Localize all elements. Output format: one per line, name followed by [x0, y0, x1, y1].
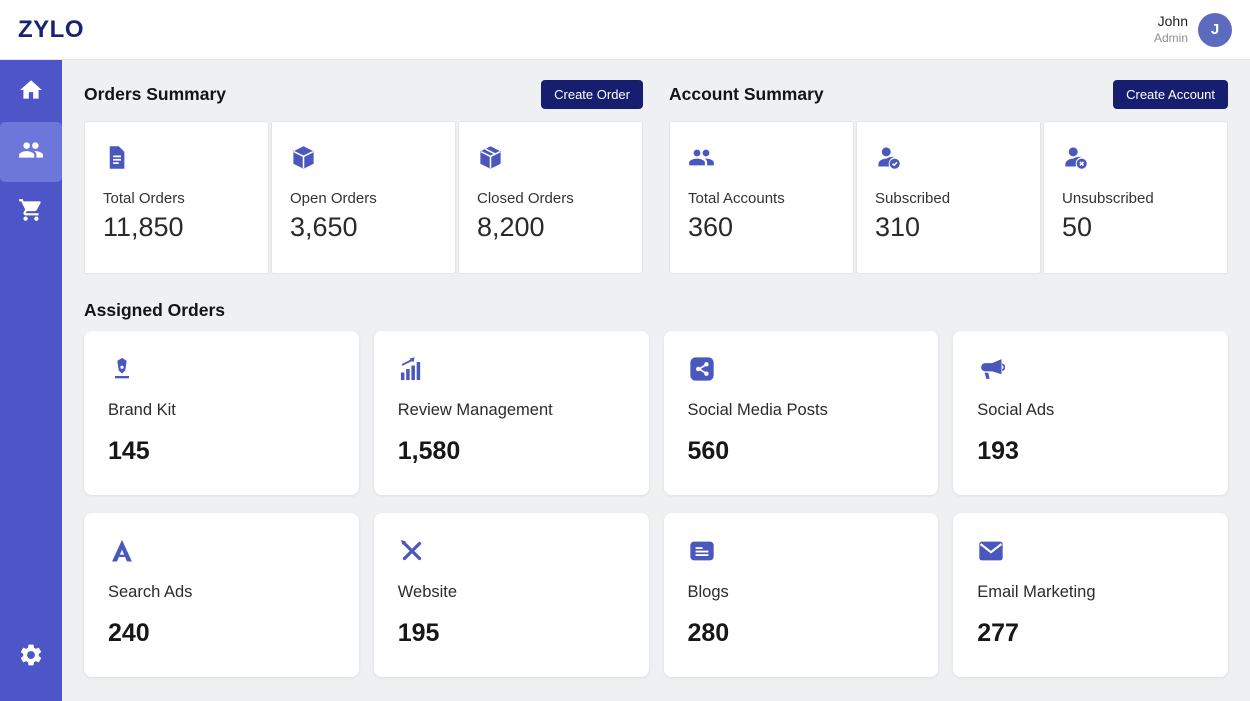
envelope-icon — [977, 541, 1005, 569]
card-value: 560 — [687, 437, 730, 465]
card-label: Social Ads — [977, 401, 1055, 419]
chart-up-icon — [398, 357, 426, 387]
account-summary-title: Account Summary — [669, 83, 824, 104]
user-role: Admin — [1153, 30, 1188, 45]
card-value: 360 — [688, 212, 734, 242]
assigned-card-search-ads: Search Ads 240 — [84, 513, 359, 677]
assigned-card-social-media-posts: Social Media Posts 560 — [663, 331, 939, 495]
summary-card-total-accounts: Total Accounts 360 — [669, 121, 854, 274]
card-value: 1,580 — [397, 437, 461, 465]
card-label: Brand Kit — [108, 401, 176, 419]
home-icon — [18, 77, 44, 108]
sidebar-item-accounts[interactable] — [0, 122, 62, 182]
card-value: 11,850 — [103, 212, 184, 242]
card-label: Review Management — [397, 401, 553, 419]
users-icon — [18, 137, 44, 168]
tools-icon — [398, 540, 426, 569]
user-check-icon — [875, 147, 902, 175]
assigned-card-review-management: Review Management 1,580 — [373, 331, 649, 495]
assigned-orders-section: Assigned Orders Brand Kit 145 Review Man… — [84, 300, 1228, 677]
avatar[interactable]: J — [1198, 12, 1232, 47]
card-label: Blogs — [687, 583, 729, 601]
box-icon — [477, 146, 504, 175]
blog-icon — [688, 541, 716, 569]
assigned-card-brand-kit: Brand Kit 145 — [84, 331, 359, 495]
summary-card-open-orders: Open Orders 3,650 — [271, 121, 456, 274]
users-icon — [688, 149, 715, 175]
top-bar: ZYLO John Admin J — [0, 0, 1250, 60]
card-value: 193 — [977, 437, 1019, 465]
sidebar — [0, 60, 62, 701]
card-label: Total Orders — [103, 190, 185, 207]
create-account-button[interactable]: Create Account — [1113, 79, 1228, 109]
card-value: 8,200 — [477, 212, 545, 242]
assigned-orders-title: Assigned Orders — [84, 300, 226, 320]
orders-summary-section: Orders Summary Create Order Total Orders… — [84, 79, 643, 274]
document-icon — [103, 146, 130, 175]
megaphone-icon — [977, 359, 1006, 387]
assigned-card-website: Website 195 — [373, 513, 649, 677]
pen-nib-icon — [108, 357, 136, 387]
card-value: 310 — [875, 212, 921, 242]
box-info-icon — [290, 146, 317, 175]
card-label: Total Accounts — [688, 190, 785, 207]
orders-summary-title: Orders Summary — [84, 83, 227, 104]
summary-card-unsubscribed: Unsubscribed 50 — [1043, 121, 1228, 274]
logo: ZYLO — [18, 15, 84, 43]
assigned-card-social-ads: Social Ads 193 — [953, 331, 1228, 495]
card-label: Website — [397, 583, 458, 601]
card-label: Email Marketing — [977, 583, 1096, 601]
card-value: 280 — [687, 619, 730, 647]
card-value: 240 — [108, 619, 150, 647]
summary-card-closed-orders: Closed Orders 8,200 — [458, 121, 643, 274]
search-ads-icon — [108, 539, 136, 569]
card-value: 195 — [397, 619, 440, 647]
assigned-card-blogs: Blogs 280 — [663, 513, 939, 677]
user-name: John — [1157, 13, 1188, 30]
card-label: Social Media Posts — [687, 401, 828, 419]
card-label: Open Orders — [290, 190, 377, 207]
main-content: Orders Summary Create Order Total Orders… — [62, 60, 1250, 701]
gear-icon — [18, 642, 44, 673]
share-icon — [688, 357, 716, 387]
sidebar-item-orders[interactable] — [0, 182, 62, 242]
card-value: 277 — [977, 619, 1019, 647]
card-value: 50 — [1062, 212, 1093, 242]
summary-row: Orders Summary Create Order Total Orders… — [84, 79, 1228, 274]
cart-icon — [18, 197, 44, 228]
card-value: 3,650 — [290, 212, 358, 242]
assigned-card-email-marketing: Email Marketing 277 — [953, 513, 1228, 677]
user-text: John Admin — [1154, 13, 1188, 46]
user-x-icon — [1062, 147, 1089, 175]
sidebar-item-home[interactable] — [0, 62, 62, 122]
card-value: 145 — [108, 437, 150, 465]
account-summary-section: Account Summary Create Account Total Acc… — [669, 79, 1228, 274]
summary-card-subscribed: Subscribed 310 — [856, 121, 1041, 274]
summary-card-total-orders: Total Orders 11,850 — [84, 121, 269, 274]
sidebar-item-settings[interactable] — [0, 627, 62, 687]
card-label: Subscribed — [875, 190, 951, 207]
user-block: John Admin J — [1154, 12, 1232, 47]
card-label: Unsubscribed — [1062, 190, 1154, 207]
create-order-button[interactable]: Create Order — [541, 79, 643, 109]
card-label: Closed Orders — [477, 190, 574, 207]
card-label: Search Ads — [108, 583, 193, 601]
